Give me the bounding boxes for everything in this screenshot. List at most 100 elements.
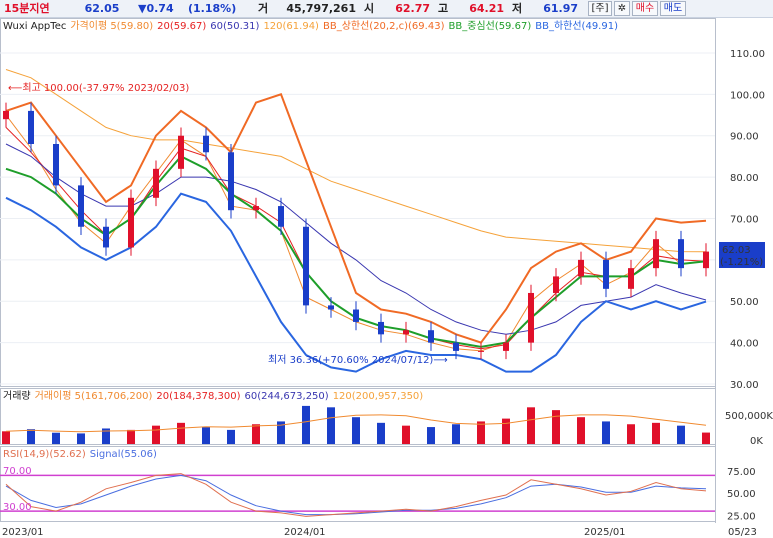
candle-body-1 [28, 110, 34, 144]
volume-ma-lines [5, 414, 707, 433]
price-tick-2: 90.00 [730, 132, 759, 143]
volume-legend: 거래량 거래이평 5(161,706,200) 20(184,378,300) 60(… [3, 390, 423, 402]
volume-bar-5 [127, 429, 135, 444]
settings-icon[interactable]: ✲ [614, 1, 630, 16]
volume-legend-item-0: 거래량 [3, 390, 31, 402]
price-legend-item-2: 20(59.67) [157, 21, 206, 32]
candle-body-13 [328, 305, 334, 310]
candle-body-24 [603, 259, 609, 289]
series-line-3 [5, 143, 707, 335]
high-value: 64.21 [469, 1, 504, 15]
price-legend-item-0: Wuxi AppTec [3, 21, 66, 32]
sell-button[interactable]: 매도 [660, 1, 686, 16]
price-tick-6: 50.00 [730, 297, 759, 308]
price-legend-item-1: 가격이평 5(59.80) [70, 19, 153, 32]
price-legend: Wuxi AppTec 가격이평 5(59.80) 20(59.67) 60(50.3… [3, 19, 618, 32]
price-change-pct: (1.18%) [188, 1, 237, 15]
candle-body-10 [253, 206, 259, 211]
series-line-4 [5, 69, 707, 253]
candle-body-8 [203, 135, 209, 153]
x-tick-0: 2023/01 [2, 527, 44, 538]
current-price-tag: 62.03 (-1.21%) [719, 242, 765, 268]
volume-bar-16 [402, 425, 410, 444]
volume-legend-item-2: 20(184,378,300) [156, 391, 240, 402]
open-value: 62.77 [395, 1, 430, 15]
signal-line [5, 474, 707, 516]
current-price: 62.05 [84, 1, 120, 15]
stock-chart[interactable]: 110.00100.0090.0080.0070.0060.0050.0040.… [0, 18, 773, 538]
candle-body-7 [178, 135, 184, 169]
price-legend-item-7: BB_하한선(49.91) [535, 19, 618, 32]
volume-bar-24 [602, 421, 610, 444]
volume-value: 45,797,261 [286, 1, 356, 15]
candle-body-21 [528, 292, 534, 343]
panel-frames [0, 18, 716, 523]
rsi-tick-0: 75.00 [727, 467, 756, 478]
buy-button[interactable]: 매수 [632, 1, 658, 16]
x-tick-1: 2024/01 [284, 527, 326, 538]
volume-bar-1 [27, 429, 35, 444]
rsi-lines [5, 473, 707, 517]
x-tick-3: 05/23 [728, 527, 757, 538]
volume-legend-item-4: 120(200,957,350) [333, 391, 424, 402]
volume-bar-8 [202, 427, 210, 444]
candle-body-12 [303, 226, 309, 306]
candle-body-17 [428, 330, 434, 343]
volume-label: 거 [258, 1, 269, 15]
rsi-levels [0, 474, 715, 512]
rsi-legend: RSI(14,9)(52.62) Signal(55.06) [3, 449, 157, 460]
series-line-7 [5, 192, 707, 373]
volume-legend-item-3: 60(244,673,250) [245, 391, 329, 402]
candle-body-23 [578, 259, 584, 277]
high-label: 고 [438, 1, 449, 15]
candle-body-15 [378, 321, 384, 335]
rsi-level-30: 30.00 [3, 502, 32, 513]
series-line-5 [5, 93, 707, 344]
high-note: ⟵최고 100.00(-37.97% 2023/02/03) [8, 82, 189, 94]
candle-body-27 [678, 239, 684, 269]
volume-ma-line [5, 414, 707, 433]
candle-body-18 [453, 342, 459, 351]
volume-bar-6 [152, 425, 160, 444]
volume-bar-14 [352, 417, 360, 444]
volume-bar-27 [677, 425, 685, 444]
volume-tick-high: 500,000K [725, 411, 773, 422]
price-legend-item-4: 120(61.94) [263, 21, 319, 32]
candle-body-28 [703, 251, 709, 269]
candle-body-6 [153, 168, 159, 198]
volume-bar-15 [377, 422, 385, 444]
price-gridlines [0, 52, 715, 385]
volume-bar-7 [177, 422, 185, 444]
volume-bar-2 [52, 432, 60, 444]
volume-bar-19 [477, 421, 485, 444]
low-value: 61.97 [543, 1, 578, 15]
volume-bar-10 [252, 424, 260, 444]
price-legend-item-3: 60(50.31) [210, 21, 259, 32]
candle-body-19 [478, 350, 484, 352]
candle-body-3 [78, 185, 84, 227]
candle-body-22 [553, 276, 559, 293]
rsi-tick-2: 25.00 [727, 512, 756, 523]
volume-bar-9 [227, 429, 235, 444]
price-tick-8: 30.00 [730, 380, 759, 391]
current-price-tag-pct: (-1.21%) [720, 257, 763, 268]
price-tick-1: 100.00 [730, 90, 765, 101]
open-label: 시 [364, 1, 375, 15]
candle-body-4 [103, 226, 109, 248]
price-legend-item-5: BB_상한선(20,2,c)(69.43) [323, 20, 445, 32]
volume-legend-item-1: 거래이평 5(161,706,200) [35, 390, 153, 402]
volume-bar-17 [427, 427, 435, 444]
rsi-legend-item-1: Signal(55.06) [90, 449, 157, 460]
candle-body-2 [53, 144, 59, 186]
rsi-legend-item-0: RSI(14,9)(52.62) [3, 449, 86, 460]
price-tick-0: 110.00 [730, 49, 765, 60]
x-axis: 2023/01 2024/01 2025/01 05/23 [2, 527, 757, 538]
stock-type-button[interactable]: [주] [588, 1, 612, 16]
period-label[interactable]: 15분지연 [4, 1, 50, 15]
volume-bar-18 [452, 424, 460, 444]
volume-bar-23 [577, 417, 585, 444]
volume-bar-3 [77, 433, 85, 444]
low-note: 최저 36.36(+70.60% 2024/07/12)⟶ [268, 354, 448, 366]
candle-body-9 [228, 152, 234, 211]
price-tick-4: 70.00 [730, 214, 759, 225]
